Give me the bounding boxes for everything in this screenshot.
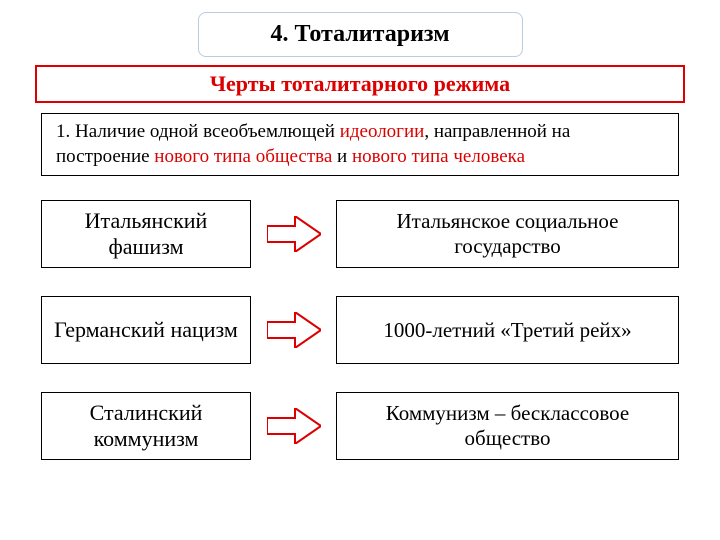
left-label: Итальянский фашизм bbox=[50, 208, 242, 261]
left-label: Германский нацизм bbox=[54, 317, 238, 343]
feature-prefix: 1. Наличие одной всеобъемлющей bbox=[56, 121, 340, 142]
feature-box: 1. Наличие одной всеобъемлющей идеологии… bbox=[41, 113, 679, 176]
right-label: Коммунизм – бесклассовое общество bbox=[349, 401, 666, 451]
left-box-communism: Сталинский коммунизм bbox=[41, 392, 251, 460]
right-box-nazism: 1000-летний «Третий рейх» bbox=[336, 296, 679, 364]
right-label: Итальянское социальное государство bbox=[349, 209, 666, 259]
left-box-fascism: Итальянский фашизм bbox=[41, 200, 251, 268]
right-box-fascism: Итальянское социальное государство bbox=[336, 200, 679, 268]
rows-container: Итальянский фашизм Итальянское социально… bbox=[35, 200, 685, 460]
feature-hl-society: нового типа общества bbox=[154, 146, 332, 167]
subtitle-box: Черты тоталитарного режима bbox=[35, 65, 685, 103]
arrow-right-icon bbox=[267, 408, 321, 444]
right-label: 1000-летний «Третий рейх» bbox=[383, 318, 631, 343]
feature-mid2: и bbox=[332, 146, 352, 167]
left-label: Сталинский коммунизм bbox=[50, 400, 242, 453]
arrow-wrap bbox=[251, 216, 336, 252]
left-box-nazism: Германский нацизм bbox=[41, 296, 251, 364]
subtitle-text: Черты тоталитарного режима bbox=[210, 71, 510, 96]
feature-hl-ideology: идеологии bbox=[340, 121, 425, 142]
title-box: 4. Тоталитаризм bbox=[198, 12, 523, 57]
arrow-wrap bbox=[251, 312, 336, 348]
arrow-right-icon bbox=[267, 216, 321, 252]
ideology-row: Сталинский коммунизм Коммунизм – бесклас… bbox=[41, 392, 679, 460]
page-title: 4. Тоталитаризм bbox=[270, 21, 449, 47]
ideology-row: Итальянский фашизм Итальянское социально… bbox=[41, 200, 679, 268]
arrow-wrap bbox=[251, 408, 336, 444]
arrow-right-icon bbox=[267, 312, 321, 348]
right-box-communism: Коммунизм – бесклассовое общество bbox=[336, 392, 679, 460]
ideology-row: Германский нацизм 1000-летний «Третий ре… bbox=[41, 296, 679, 364]
feature-hl-person: нового типа человека bbox=[352, 146, 525, 167]
